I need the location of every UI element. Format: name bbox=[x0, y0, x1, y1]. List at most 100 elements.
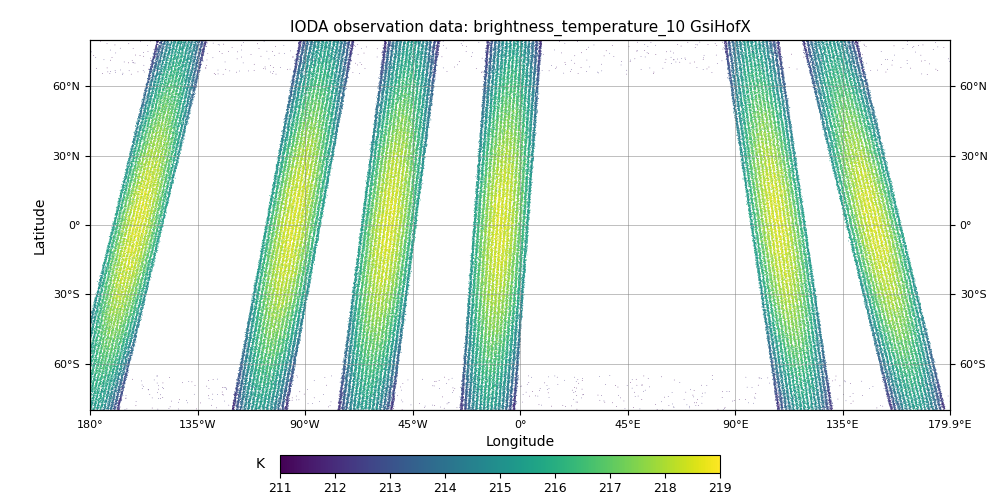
Point bbox=[308, 155, 324, 163]
Point bbox=[502, 344, 518, 352]
Point bbox=[774, 251, 790, 259]
Point bbox=[134, 103, 150, 111]
Point bbox=[898, 402, 914, 410]
Point bbox=[495, 166, 511, 173]
Point bbox=[99, 366, 115, 374]
Point bbox=[867, 181, 883, 189]
Point bbox=[314, 43, 330, 51]
Point bbox=[818, 364, 834, 372]
Point bbox=[861, 126, 877, 134]
Point bbox=[85, 304, 101, 312]
Point bbox=[398, 104, 414, 112]
Point bbox=[271, 236, 287, 244]
Point bbox=[372, 170, 388, 177]
Point bbox=[473, 358, 489, 366]
Point bbox=[476, 266, 492, 274]
Point bbox=[110, 250, 126, 258]
Point bbox=[497, 145, 513, 153]
Point bbox=[103, 334, 119, 342]
Point bbox=[808, 36, 824, 44]
Point bbox=[295, 142, 311, 150]
Point bbox=[487, 403, 503, 411]
Point bbox=[842, 156, 858, 164]
Point bbox=[115, 69, 131, 77]
Point bbox=[149, 84, 165, 92]
Point bbox=[302, 42, 318, 50]
Point bbox=[857, 106, 873, 114]
Point bbox=[280, 388, 296, 396]
Point bbox=[269, 352, 285, 360]
Point bbox=[107, 312, 123, 320]
Point bbox=[419, 76, 435, 84]
Point bbox=[406, 136, 422, 144]
Point bbox=[345, 348, 361, 356]
Point bbox=[373, 393, 389, 401]
Point bbox=[101, 384, 117, 392]
Point bbox=[88, 358, 104, 366]
Point bbox=[499, 150, 515, 158]
Point bbox=[801, 328, 817, 336]
Point bbox=[479, 353, 495, 361]
Point bbox=[859, 240, 875, 248]
Point bbox=[850, 182, 866, 190]
Point bbox=[459, 394, 475, 402]
Point bbox=[303, 136, 319, 144]
Point bbox=[511, 72, 527, 80]
Point bbox=[105, 252, 121, 260]
Point bbox=[422, 43, 438, 51]
Point bbox=[158, 129, 174, 137]
Point bbox=[854, 94, 870, 102]
Point bbox=[289, 140, 305, 148]
Point bbox=[490, 314, 506, 322]
Point bbox=[785, 162, 801, 170]
Point bbox=[131, 316, 147, 324]
Point bbox=[772, 144, 788, 152]
Point bbox=[772, 312, 788, 320]
Point bbox=[796, 338, 812, 346]
Point bbox=[771, 355, 787, 363]
Point bbox=[347, 312, 363, 320]
Point bbox=[856, 68, 872, 76]
Point bbox=[467, 316, 483, 324]
Point bbox=[246, 288, 262, 296]
Point bbox=[771, 138, 787, 146]
Point bbox=[774, 92, 790, 100]
Point bbox=[908, 304, 924, 312]
Point bbox=[788, 293, 804, 301]
Point bbox=[279, 114, 295, 122]
Point bbox=[866, 252, 882, 260]
Point bbox=[371, 320, 387, 328]
Point bbox=[257, 376, 273, 384]
Point bbox=[846, 73, 862, 81]
Point bbox=[499, 224, 515, 232]
Point bbox=[172, 144, 188, 152]
Point bbox=[348, 352, 364, 360]
Point bbox=[278, 155, 294, 163]
Point bbox=[102, 380, 118, 388]
Point bbox=[848, 80, 864, 88]
Point bbox=[106, 332, 122, 340]
Point bbox=[498, 318, 514, 326]
Point bbox=[291, 102, 307, 110]
Point bbox=[786, 152, 802, 160]
Point bbox=[775, 235, 791, 243]
Point bbox=[771, 66, 787, 74]
Point bbox=[372, 260, 388, 268]
Point bbox=[335, 378, 351, 386]
Point bbox=[258, 348, 274, 356]
Point bbox=[480, 352, 496, 360]
Point bbox=[145, 84, 161, 92]
Point bbox=[265, 224, 281, 232]
Point bbox=[308, 244, 324, 252]
Point bbox=[366, 342, 382, 350]
Point bbox=[402, 44, 418, 52]
Point bbox=[142, 200, 158, 208]
Point bbox=[509, 308, 525, 316]
Point bbox=[147, 236, 163, 244]
Point bbox=[388, 340, 404, 348]
Point bbox=[887, 277, 903, 285]
Point bbox=[732, 112, 748, 120]
Point bbox=[257, 376, 273, 384]
Point bbox=[119, 264, 135, 272]
Point bbox=[131, 130, 147, 138]
